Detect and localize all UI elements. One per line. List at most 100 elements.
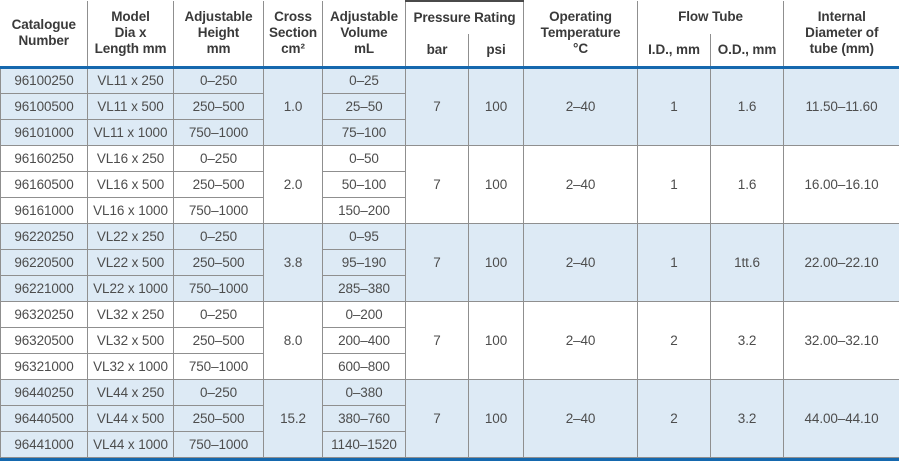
cell-pressure-psi: 100 xyxy=(467,222,525,302)
cell-flow-tube-od: 1.6 xyxy=(710,144,785,224)
cell-model: VL22 x 500 xyxy=(87,248,174,276)
cell-cross-section: 8.0 xyxy=(263,300,323,380)
cell-cross-section: 3.8 xyxy=(263,222,323,302)
cell-operating-temperature: 2–40 xyxy=(523,378,639,458)
cell-flow-tube-id: 2 xyxy=(637,378,712,458)
cell-model: VL16 x 1000 xyxy=(87,196,174,224)
cell-model: VL16 x 500 xyxy=(87,170,174,198)
cell-flow-tube-id: 1 xyxy=(637,66,712,146)
cell-adjustable-height: 750–1000 xyxy=(173,352,264,380)
cell-adjustable-height: 250–500 xyxy=(173,248,264,276)
table-row: 96320500 VL32 x 500 250–500 200–400 xyxy=(0,326,899,354)
header-row-1: Catalogue Number Model Dia x Length mm A… xyxy=(0,0,899,69)
cell-adjustable-volume: 150–200 xyxy=(322,196,406,224)
cell-adjustable-height: 0–250 xyxy=(173,66,264,94)
cell-flow-tube-od: 1tt.6 xyxy=(710,222,785,302)
cell-model: VL11 x 250 xyxy=(87,66,174,94)
cell-adjustable-height: 750–1000 xyxy=(173,118,264,146)
table-row: 96160250 VL16 x 250 0–250 2.0 0–50 7 100… xyxy=(0,144,899,224)
cell-catalogue-number: 96160250 xyxy=(0,144,88,172)
cell-adjustable-volume: 0–50 xyxy=(322,144,406,172)
cell-catalogue-number: 96440500 xyxy=(0,404,88,432)
cell-adjustable-volume: 95–190 xyxy=(322,248,406,276)
cell-adjustable-volume: 1140–1520 xyxy=(322,430,406,458)
cell-cross-section: 15.2 xyxy=(263,378,323,458)
cell-adjustable-height: 0–250 xyxy=(173,300,264,328)
cell-pressure-bar: 7 xyxy=(405,222,469,302)
col-header-adjustable-volume: Adjustable Volume mL xyxy=(322,1,406,69)
cell-flow-tube-od: 1.6 xyxy=(710,66,785,146)
cell-adjustable-height: 0–250 xyxy=(173,222,264,250)
cell-adjustable-height: 250–500 xyxy=(173,326,264,354)
cell-internal-diameter: 11.50–11.60 xyxy=(783,66,899,146)
cell-adjustable-height: 750–1000 xyxy=(173,430,264,458)
cell-pressure-psi: 100 xyxy=(467,66,525,146)
col-header-bar: bar xyxy=(405,34,469,69)
col-header-adjustable-height: Adjustable Height mm xyxy=(173,1,264,69)
cell-pressure-bar: 7 xyxy=(405,144,469,224)
cell-adjustable-height: 250–500 xyxy=(173,170,264,198)
cell-adjustable-height: 250–500 xyxy=(173,92,264,120)
table-row: 96220500 VL22 x 500 250–500 95–190 xyxy=(0,248,899,276)
cell-catalogue-number: 96320250 xyxy=(0,300,88,328)
col-header-psi: psi xyxy=(467,34,525,69)
cell-model: VL16 x 250 xyxy=(87,144,174,172)
cell-model: VL44 x 250 xyxy=(87,378,174,406)
col-header-flow-tube: Flow Tube xyxy=(637,1,785,34)
cell-flow-tube-od: 3.2 xyxy=(710,378,785,458)
cell-flow-tube-id: 2 xyxy=(637,300,712,380)
cell-internal-diameter: 44.00–44.10 xyxy=(783,378,899,458)
cell-adjustable-volume: 285–380 xyxy=(322,274,406,302)
cell-adjustable-volume: 0–95 xyxy=(322,222,406,250)
cell-adjustable-volume: 50–100 xyxy=(322,170,406,198)
cell-adjustable-height: 0–250 xyxy=(173,144,264,172)
cell-model: VL32 x 500 xyxy=(87,326,174,354)
cell-catalogue-number: 96321000 xyxy=(0,352,88,380)
cell-adjustable-volume: 600–800 xyxy=(322,352,406,380)
table-row: 96161000 VL16 x 1000 750–1000 150–200 xyxy=(0,196,899,224)
cell-adjustable-height: 250–500 xyxy=(173,404,264,432)
table-row: 96221000 VL22 x 1000 750–1000 285–380 xyxy=(0,274,899,302)
cell-adjustable-volume: 200–400 xyxy=(322,326,406,354)
table-row: 96440500 VL44 x 500 250–500 380–760 xyxy=(0,404,899,432)
cell-internal-diameter: 16.00–16.10 xyxy=(783,144,899,224)
header-row-2: bar psi I.D., mm O.D., mm xyxy=(1,34,899,69)
cell-catalogue-number: 96161000 xyxy=(0,196,88,224)
cell-catalogue-number: 96441000 xyxy=(0,430,88,458)
cell-adjustable-volume: 25–50 xyxy=(322,92,406,120)
table-body: 96100250 VL11 x 250 0–250 1.0 0–25 7 100… xyxy=(0,66,899,458)
cell-catalogue-number: 96220250 xyxy=(0,222,88,250)
table-row: 96220250 VL22 x 250 0–250 3.8 0–95 7 100… xyxy=(0,222,899,302)
table-row: 96321000 VL32 x 1000 750–1000 600–800 xyxy=(0,352,899,380)
col-header-cross-section: Cross Section cm² xyxy=(263,1,323,69)
cell-operating-temperature: 2–40 xyxy=(523,222,639,302)
table-row: 96320250 VL32 x 250 0–250 8.0 0–200 7 10… xyxy=(0,300,899,380)
cell-pressure-psi: 100 xyxy=(467,378,525,458)
cell-adjustable-height: 750–1000 xyxy=(173,196,264,224)
col-header-od-mm: O.D., mm xyxy=(710,34,785,69)
cell-model: VL11 x 1000 xyxy=(87,118,174,146)
cell-pressure-bar: 7 xyxy=(405,378,469,458)
col-header-operating-temperature: Operating Temperature °C xyxy=(523,1,639,69)
cell-catalogue-number: 96100500 xyxy=(0,92,88,120)
table-row: 96100250 VL11 x 250 0–250 1.0 0–25 7 100… xyxy=(0,66,899,146)
cell-model: VL22 x 250 xyxy=(87,222,174,250)
cell-operating-temperature: 2–40 xyxy=(523,66,639,146)
cell-catalogue-number: 96160500 xyxy=(0,170,88,198)
cell-pressure-psi: 100 xyxy=(467,300,525,380)
cell-pressure-bar: 7 xyxy=(405,300,469,380)
cell-model: VL44 x 500 xyxy=(87,404,174,432)
cell-adjustable-volume: 380–760 xyxy=(322,404,406,432)
cell-cross-section: 1.0 xyxy=(263,66,323,146)
cell-model: VL44 x 1000 xyxy=(87,430,174,458)
cell-cross-section: 2.0 xyxy=(263,144,323,224)
cell-internal-diameter: 32.00–32.10 xyxy=(783,300,899,380)
cell-adjustable-height: 750–1000 xyxy=(173,274,264,302)
cell-catalogue-number: 96440250 xyxy=(0,378,88,406)
col-header-internal-diameter: Internal Diameter of tube (mm) xyxy=(783,1,899,69)
cell-model: VL11 x 500 xyxy=(87,92,174,120)
cell-pressure-bar: 7 xyxy=(405,66,469,146)
cell-adjustable-height: 0–250 xyxy=(173,378,264,406)
